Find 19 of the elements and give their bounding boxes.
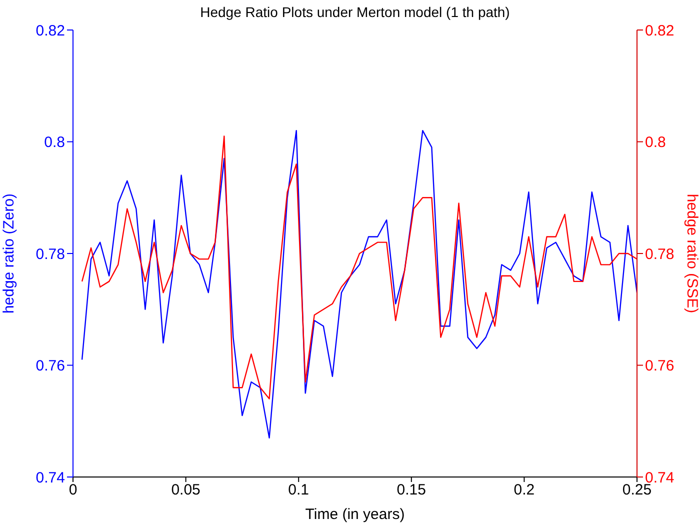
y2-tick-label: 0.82	[645, 22, 674, 40]
x-tick-label: 0.05	[171, 482, 200, 499]
x-tick-label: 0.2	[514, 482, 535, 499]
y-tick-label: 0.74	[36, 469, 65, 486]
y-axis-title: hedge ratio (Zero)	[0, 193, 18, 314]
x-axis-title: Time (in years)	[305, 506, 405, 523]
x-tick-label: 0	[68, 482, 78, 499]
x-tick-label: 0.15	[396, 482, 426, 499]
y2-tick-label: 0.8	[645, 134, 666, 152]
y-tick-label: 0.8	[44, 134, 65, 152]
x-tick-label: 0.25	[622, 482, 652, 499]
y2-tick-label: 0.76	[645, 358, 674, 375]
y2-axis-title: hedge ratio (SSE)	[684, 194, 699, 314]
y-tick-label: 0.78	[36, 246, 65, 263]
y-tick-label: 0.76	[36, 358, 65, 375]
x-tick-label: 0.1	[288, 482, 310, 499]
y-tick-label: 0.82	[36, 22, 65, 40]
y2-tick-label: 0.78	[645, 246, 674, 263]
chart-title: Hedge Ratio Plots under Merton model (1 th path)	[199, 4, 511, 20]
